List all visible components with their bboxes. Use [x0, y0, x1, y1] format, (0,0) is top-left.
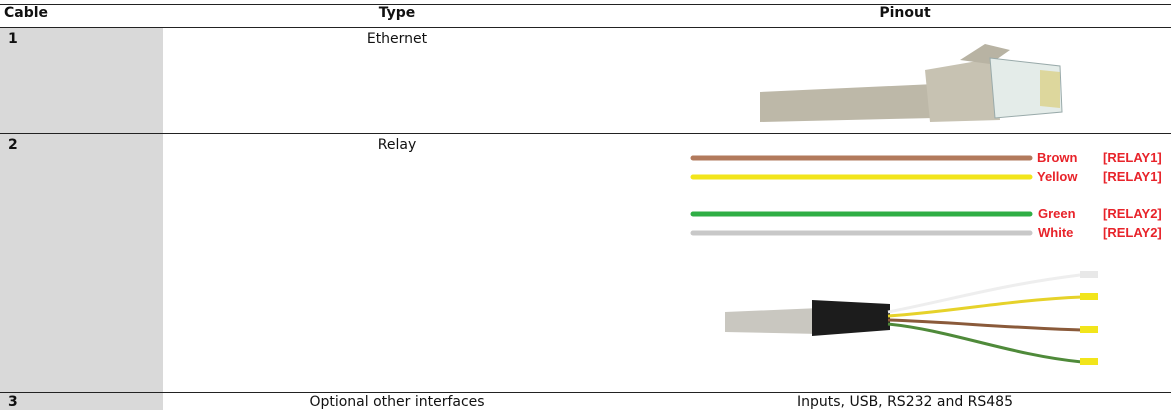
header-cell: Type: [378, 5, 416, 21]
relay-cable-photo: [725, 271, 1098, 365]
cable-number: 2: [8, 137, 18, 153]
relay-wires: [690, 155, 1033, 236]
rule: [0, 392, 1171, 393]
wire-color-label: Brown: [1037, 150, 1078, 165]
cable-number: 3: [8, 394, 18, 410]
cable-type: Ethernet: [366, 31, 428, 47]
wire-color-label: Green: [1038, 206, 1076, 221]
cable-number: 1: [8, 31, 18, 47]
rule: [0, 27, 1171, 28]
cable-type: Relay: [377, 137, 417, 153]
wire-relay-label: [RELAY1]: [1103, 169, 1162, 184]
cable-column-shade: [0, 28, 163, 410]
wire-relay-label: [RELAY1]: [1103, 150, 1162, 165]
header-cell: Cable: [4, 5, 49, 21]
rule: [0, 133, 1171, 134]
wire-color-label: Yellow: [1037, 169, 1078, 184]
wire-relay-label: [RELAY2]: [1103, 225, 1162, 240]
pinout-text: Inputs, USB, RS232 and RS485: [797, 394, 1013, 410]
wire-color-label: White: [1038, 225, 1074, 240]
cable-type: Optional other interfaces: [309, 394, 485, 410]
header-cell: Pinout: [879, 5, 931, 21]
rule: [0, 4, 1171, 5]
ethernet-photo: [760, 44, 1063, 122]
wire-relay-label: [RELAY2]: [1103, 206, 1162, 221]
